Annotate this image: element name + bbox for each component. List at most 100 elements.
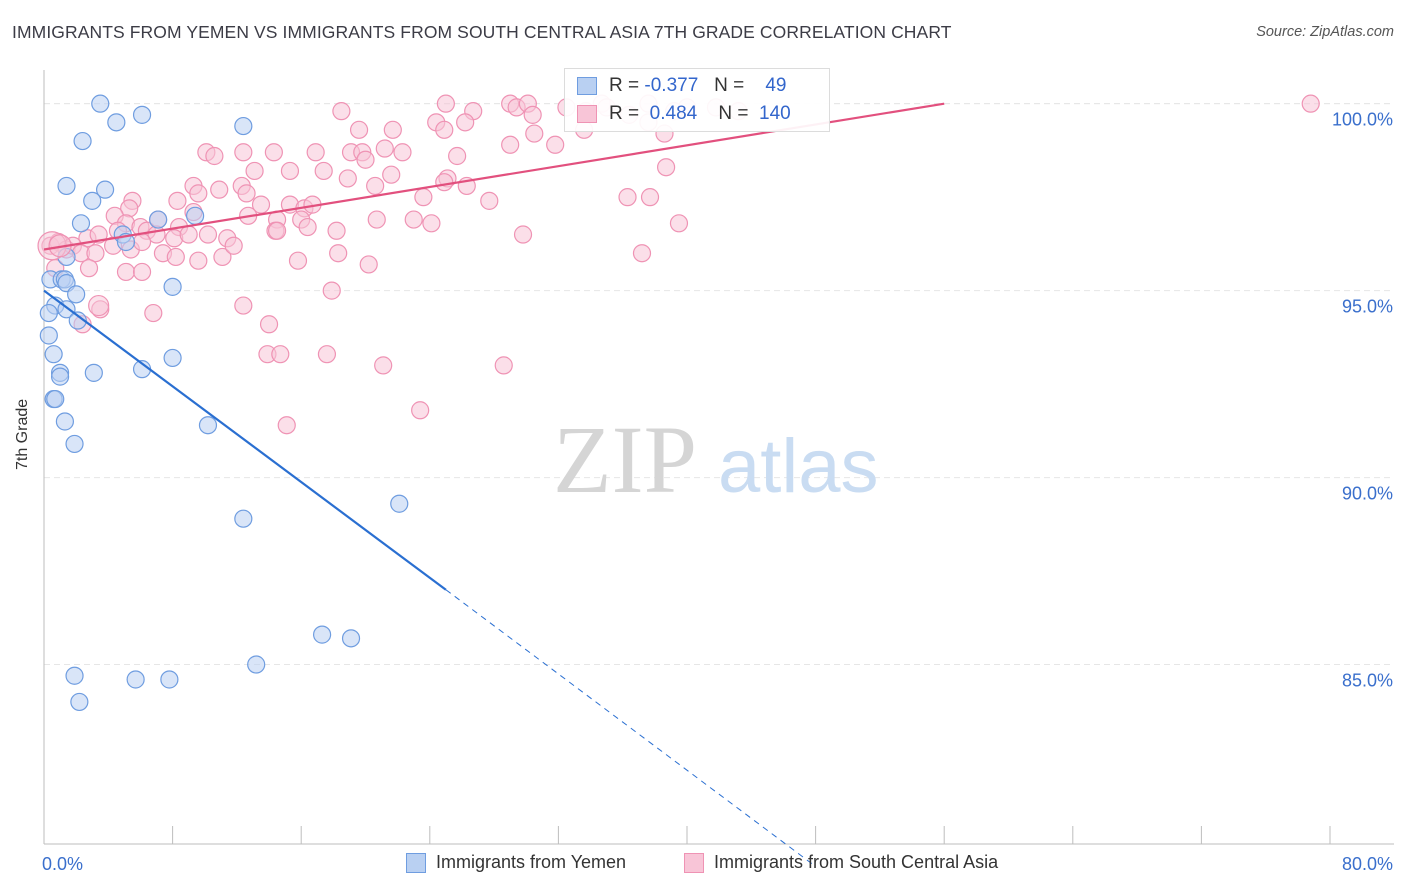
data-point-south-central-asia — [144, 303, 163, 323]
data-point-south-central-asia — [168, 191, 187, 210]
chart-source: Source: ZipAtlas.com — [1256, 24, 1394, 40]
data-point-south-central-asia — [367, 210, 386, 229]
data-point-south-central-asia — [322, 281, 341, 300]
n-label: N = — [718, 103, 749, 124]
series-legend: Immigrants from Yemen Immigrants from So… — [0, 852, 1406, 878]
data-point-south-central-asia — [327, 221, 346, 240]
data-point-south-central-asia — [494, 356, 513, 375]
data-point-south-central-asia — [234, 143, 253, 162]
data-point-south-central-asia — [501, 135, 520, 154]
legend-label-yemen: Immigrants from Yemen — [436, 852, 627, 872]
watermark-atlas: atlas — [718, 424, 879, 509]
data-point-south-central-asia — [436, 94, 455, 113]
data-point-yemen — [83, 191, 102, 210]
data-point-south-central-asia — [237, 184, 256, 203]
data-point-south-central-asia — [267, 221, 287, 240]
data-point-south-central-asia — [332, 102, 351, 121]
data-point-south-central-asia — [448, 146, 467, 166]
data-point-yemen — [163, 348, 182, 368]
data-point-south-central-asia — [213, 247, 232, 267]
data-point-south-central-asia — [393, 143, 412, 162]
data-point-south-central-asia — [132, 232, 152, 252]
tick-label-layer: 85.0% 90.0% 95.0% 100.0% 0.0% 80.0% — [42, 110, 1393, 874]
y-tick-label: 90.0% — [1342, 484, 1393, 504]
data-point-yemen — [247, 655, 266, 674]
trend-line-yemen-extension — [445, 589, 816, 867]
data-point-south-central-asia — [317, 345, 337, 364]
data-point-south-central-asia — [456, 113, 475, 132]
data-point-south-central-asia — [288, 251, 308, 270]
y-tick-label: 85.0% — [1342, 671, 1393, 691]
data-point-south-central-asia — [314, 161, 333, 181]
points-layer — [37, 94, 1320, 712]
data-point-yemen — [57, 176, 76, 196]
data-point-south-central-asia — [277, 416, 296, 435]
data-point-south-central-asia — [189, 184, 208, 203]
data-point-south-central-asia — [298, 217, 317, 237]
data-point-south-central-asia — [245, 161, 264, 181]
data-point-yemen — [44, 345, 63, 364]
data-point-south-central-asia — [513, 225, 533, 244]
data-point-south-central-asia — [618, 188, 637, 207]
data-point-yemen — [186, 206, 205, 225]
data-point-yemen — [84, 363, 103, 382]
data-point-south-central-asia — [271, 345, 290, 364]
data-point-south-central-asia — [198, 225, 218, 244]
data-point-yemen — [50, 367, 70, 386]
data-point-south-central-asia — [632, 244, 652, 263]
data-point-south-central-asia — [88, 294, 110, 317]
data-point-yemen — [70, 692, 89, 712]
data-point-yemen — [39, 326, 58, 345]
data-point-south-central-asia — [366, 176, 385, 196]
data-point-south-central-asia — [166, 247, 185, 267]
data-point-south-central-asia — [349, 120, 369, 139]
data-point-yemen — [163, 277, 182, 296]
data-point-south-central-asia — [280, 161, 300, 181]
data-point-south-central-asia — [306, 143, 325, 162]
data-point-south-central-asia — [251, 195, 271, 214]
data-point-yemen — [132, 105, 152, 124]
y-tick-label: 100.0% — [1332, 110, 1393, 130]
data-point-yemen — [71, 214, 91, 233]
data-point-south-central-asia — [404, 210, 423, 229]
data-point-south-central-asia — [422, 214, 441, 233]
data-point-south-central-asia — [523, 105, 542, 124]
data-point-yemen — [234, 509, 253, 528]
legend-item-south-central-asia[interactable]: Immigrants from South Central Asia — [684, 852, 998, 873]
watermark-zip: ZIP — [553, 406, 697, 513]
chart-title: IMMIGRANTS FROM YEMEN VS IMMIGRANTS FROM… — [12, 22, 952, 42]
data-point-south-central-asia — [657, 158, 676, 177]
data-point-yemen — [65, 666, 84, 685]
data-point-south-central-asia — [189, 251, 208, 270]
data-point-south-central-asia — [329, 244, 348, 263]
data-point-yemen — [107, 113, 126, 132]
n-value-yemen: 49 — [765, 75, 787, 96]
data-point-yemen — [160, 670, 179, 689]
data-point-south-central-asia — [480, 191, 499, 210]
data-point-south-central-asia — [383, 120, 402, 139]
trend-line-yemen — [43, 289, 447, 591]
data-point-south-central-asia — [338, 169, 357, 188]
legend-item-yemen[interactable]: Immigrants from Yemen — [406, 852, 626, 873]
data-point-south-central-asia — [375, 139, 394, 158]
data-point-south-central-asia — [210, 180, 229, 199]
data-point-south-central-asia — [640, 188, 660, 207]
data-point-yemen — [126, 670, 145, 689]
data-point-yemen — [91, 94, 110, 113]
data-point-south-central-asia — [435, 120, 454, 139]
data-point-south-central-asia — [359, 255, 378, 274]
y-tick-label: 95.0% — [1342, 297, 1393, 317]
data-point-south-central-asia — [264, 143, 283, 162]
data-point-south-central-asia — [86, 244, 105, 263]
data-point-yemen — [46, 389, 65, 409]
data-point-south-central-asia — [411, 401, 430, 420]
axis-layer — [43, 70, 1394, 845]
data-point-yemen — [95, 180, 115, 199]
data-point-yemen — [68, 311, 87, 330]
data-point-south-central-asia — [89, 225, 108, 244]
data-point-yemen — [234, 116, 253, 136]
data-point-south-central-asia — [259, 315, 279, 334]
data-point-south-central-asia — [382, 165, 401, 184]
data-point-yemen — [312, 625, 332, 644]
